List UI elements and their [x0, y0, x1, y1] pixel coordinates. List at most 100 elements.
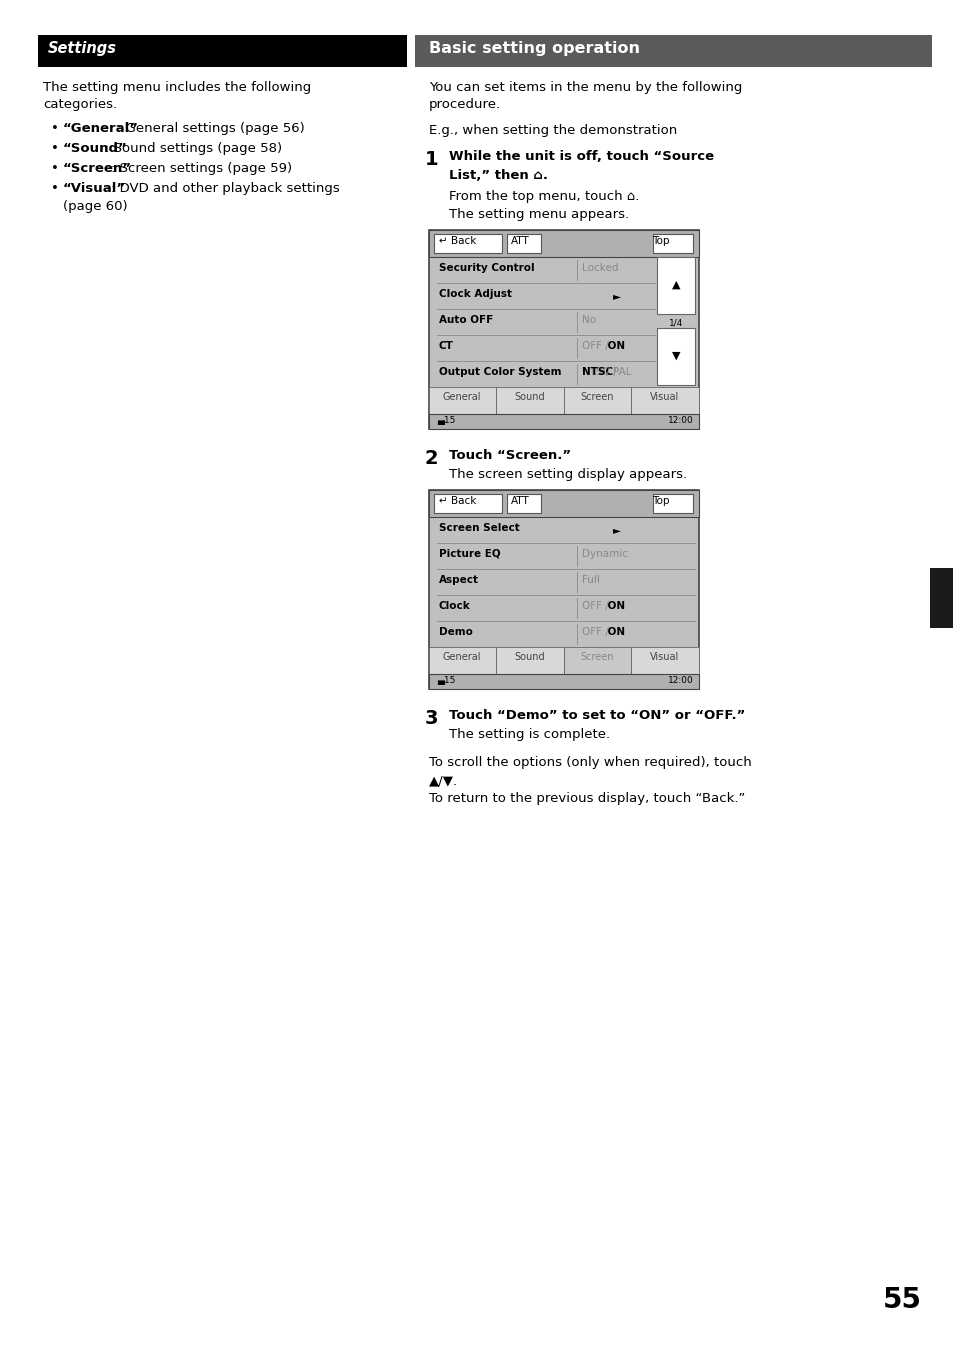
Text: List,” then ⌂.: List,” then ⌂. [449, 169, 547, 183]
Text: To scroll the options (only when required), touch: To scroll the options (only when require… [429, 756, 751, 769]
Text: Output Color System: Output Color System [438, 366, 561, 377]
Text: ON: ON [604, 602, 625, 611]
Bar [496, 648, 563, 675]
Text: •: • [51, 122, 59, 135]
Text: 12:00: 12:00 [667, 416, 693, 425]
Text: The setting menu includes the following: The setting menu includes the following [43, 81, 311, 95]
Bar [429, 414, 699, 429]
Text: “General”: “General” [63, 122, 139, 135]
Bar [429, 648, 496, 675]
Bar [652, 234, 692, 253]
Text: ATT: ATT [511, 237, 529, 246]
Text: : General settings (page 56): : General settings (page 56) [117, 122, 304, 135]
Text: ▲: ▲ [671, 280, 679, 289]
Text: Aspect: Aspect [438, 575, 478, 585]
Text: ►: ► [613, 291, 620, 301]
Bar [657, 329, 695, 385]
Text: The screen setting display appears.: The screen setting display appears. [449, 468, 686, 481]
Bar [429, 675, 699, 690]
Text: Screen: Screen [579, 652, 613, 662]
Bar [657, 257, 695, 314]
Text: Full: Full [581, 575, 599, 585]
Text: 12:00: 12:00 [667, 676, 693, 685]
Bar [434, 493, 501, 512]
Text: Screen Select: Screen Select [438, 523, 519, 533]
Text: ON: ON [604, 341, 625, 352]
Text: Security Control: Security Control [438, 264, 534, 273]
Bar [429, 230, 699, 257]
Text: NTSC: NTSC [581, 366, 613, 377]
Bar [506, 493, 540, 512]
Bar [429, 230, 699, 429]
Text: “Screen”: “Screen” [63, 162, 132, 174]
Text: The setting is complete.: The setting is complete. [449, 727, 610, 741]
Text: “Visual”: “Visual” [63, 183, 126, 195]
Text: General: General [442, 652, 480, 662]
Text: categories.: categories. [43, 97, 117, 111]
Bar [652, 493, 692, 512]
Text: You can set items in the menu by the following: You can set items in the menu by the fol… [429, 81, 741, 95]
Bar [429, 489, 699, 690]
Text: Dynamic: Dynamic [581, 549, 627, 558]
Bar [415, 35, 931, 68]
Text: ▲/▼.: ▲/▼. [429, 773, 457, 787]
Text: ▼: ▼ [671, 352, 679, 361]
Text: •: • [51, 142, 59, 155]
Text: Clock: Clock [438, 602, 470, 611]
Bar [496, 387, 563, 414]
Text: Visual: Visual [649, 392, 679, 402]
Text: : Sound settings (page 58): : Sound settings (page 58) [105, 142, 282, 155]
Text: Touch “Screen.”: Touch “Screen.” [449, 449, 571, 462]
Text: While the unit is off, touch “Source: While the unit is off, touch “Source [449, 150, 714, 164]
Text: Sound: Sound [514, 392, 544, 402]
Text: procedure.: procedure. [429, 97, 500, 111]
Text: Locked: Locked [581, 264, 618, 273]
Bar [38, 35, 407, 68]
Text: Visual: Visual [649, 652, 679, 662]
Text: Picture EQ: Picture EQ [438, 549, 500, 558]
Text: Demo: Demo [438, 627, 473, 637]
Bar [506, 234, 540, 253]
Text: : DVD and other playback settings: : DVD and other playback settings [111, 183, 339, 195]
Text: 1/4: 1/4 [668, 318, 682, 327]
Text: “Sound”: “Sound” [63, 142, 128, 155]
Text: 55: 55 [882, 1286, 921, 1314]
Text: 2: 2 [424, 449, 438, 468]
Text: •: • [51, 162, 59, 174]
Text: OFF /: OFF / [581, 602, 608, 611]
Text: ON: ON [604, 627, 625, 637]
Bar [429, 387, 496, 414]
Bar [429, 489, 699, 516]
Text: OFF /: OFF / [581, 341, 608, 352]
Text: General: General [442, 392, 480, 402]
Text: No: No [581, 315, 596, 324]
Text: Sound: Sound [514, 652, 544, 662]
Text: ▄15: ▄15 [436, 676, 455, 685]
Text: / PAL: / PAL [602, 366, 631, 377]
Text: (page 60): (page 60) [63, 200, 128, 214]
Text: ↵ Back: ↵ Back [438, 237, 476, 246]
Text: The setting menu appears.: The setting menu appears. [449, 208, 628, 220]
Text: ►: ► [613, 525, 620, 535]
Text: E.g., when setting the demonstration: E.g., when setting the demonstration [429, 124, 677, 137]
Text: Basic setting operation: Basic setting operation [429, 41, 639, 55]
Text: Screen: Screen [579, 392, 613, 402]
Bar [929, 568, 953, 627]
Text: Settings: Settings [48, 41, 117, 55]
Text: OFF /: OFF / [581, 627, 608, 637]
Text: Clock Adjust: Clock Adjust [438, 289, 512, 299]
Bar [563, 648, 631, 675]
Text: 1: 1 [424, 150, 438, 169]
Bar [631, 648, 699, 675]
Text: ▄15: ▄15 [436, 416, 455, 425]
Text: From the top menu, touch ⌂.: From the top menu, touch ⌂. [449, 191, 639, 203]
Text: Top: Top [652, 496, 669, 506]
Text: Top: Top [652, 237, 669, 246]
Bar [563, 387, 631, 414]
Text: ATT: ATT [511, 496, 529, 506]
Text: CT: CT [438, 341, 454, 352]
Text: 3: 3 [424, 708, 438, 727]
Text: ↵ Back: ↵ Back [438, 496, 476, 506]
Text: : Screen settings (page 59): : Screen settings (page 59) [111, 162, 292, 174]
Text: Touch “Demo” to set to “ON” or “OFF.”: Touch “Demo” to set to “ON” or “OFF.” [449, 708, 744, 722]
